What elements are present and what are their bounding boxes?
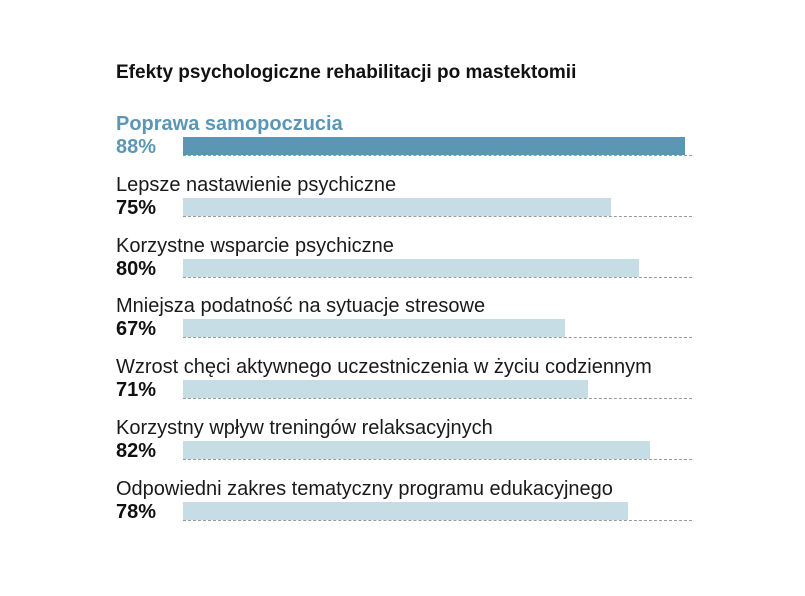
bar-category-label: Korzystny wpływ treningów relaksacyjnych xyxy=(116,417,493,439)
bar-track-line xyxy=(183,215,692,217)
bar xyxy=(183,197,611,216)
bar-value-label: 88% xyxy=(116,136,157,158)
bar-track-line xyxy=(183,519,692,521)
bar-category-label: Lepsze nastawienie psychiczne xyxy=(116,173,397,196)
bar xyxy=(183,441,651,459)
bar-row: Lepsze nastawienie psychiczne 75% xyxy=(0,174,805,234)
bar-track-line xyxy=(183,276,692,278)
bar-value-label: 71% xyxy=(116,379,157,402)
bar-row: Korzystny wpływ treningów relaksacyjnych… xyxy=(0,417,805,477)
bar-value-label: 82% xyxy=(116,440,157,462)
bar-row: Mniejsza podatność na sytuacje stresowe 6… xyxy=(0,295,805,355)
bar-category-label: Odpowiedni zakres tematyczny programu ed… xyxy=(116,477,613,500)
bar-track-line xyxy=(183,337,692,339)
bar-category-label: Wzrost chęci aktywnego uczestniczenia w … xyxy=(116,356,652,379)
bar-category-label: Mniejsza podatność na sytuacje stresowe xyxy=(116,295,486,318)
bar-value-label: 80% xyxy=(116,257,157,280)
bar-category-label: Korzystne wsparcie psychiczne xyxy=(116,234,394,257)
bar xyxy=(183,258,639,277)
bar xyxy=(183,501,628,520)
chart-title: Efekty psychologiczne rehabilitacji po m… xyxy=(116,62,577,83)
bar-track-line xyxy=(183,155,692,156)
bar xyxy=(183,380,588,399)
bar-track-line xyxy=(183,459,692,460)
bar xyxy=(183,319,565,338)
bar-category-label: Poprawa samopoczucia xyxy=(116,113,343,135)
bar xyxy=(183,137,685,155)
bar-value-label: 75% xyxy=(116,196,157,219)
bar-row: Poprawa samopoczucia 88% xyxy=(0,113,805,173)
bar-row: Odpowiedni zakres tematyczny programu ed… xyxy=(0,478,805,538)
bar-row: Korzystne wsparcie psychiczne 80% xyxy=(0,235,805,295)
bar-value-label: 67% xyxy=(116,318,157,341)
bar-value-label: 78% xyxy=(116,500,157,523)
bar-track-line xyxy=(183,398,692,400)
bar-row: Wzrost chęci aktywnego uczestniczenia w … xyxy=(0,356,805,416)
